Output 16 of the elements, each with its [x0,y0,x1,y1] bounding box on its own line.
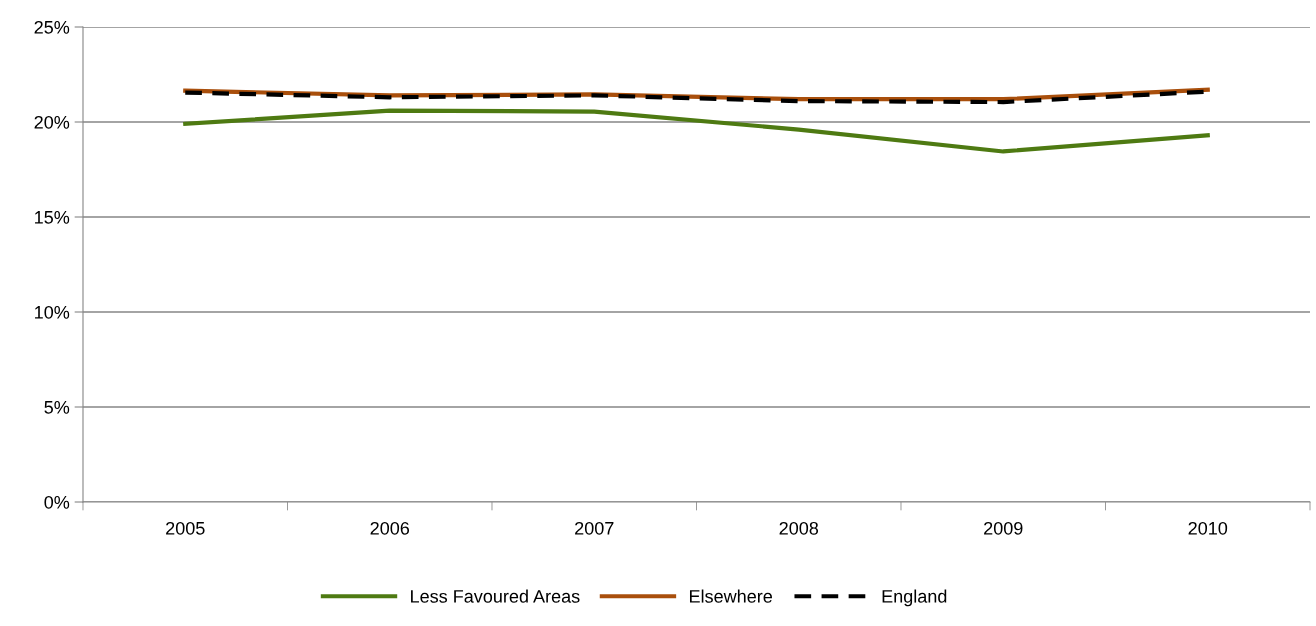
legend-label: England [882,589,947,607]
y-tick-label: 20% [34,115,70,129]
x-tick-label: 2008 [779,521,819,535]
legend-label: Less Favoured Areas [411,589,580,603]
x-tick-label: 2009 [984,521,1023,535]
line-series [183,108,1210,154]
legend-label: Elsewhere [689,589,773,603]
x-tick-label: 2006 [370,521,410,535]
x-tick-label: 2005 [166,521,205,535]
y-tick-label: 10% [35,305,70,319]
x-tick-label: 2010 [1188,521,1228,535]
y-tick-label: 25% [34,20,70,34]
x-tick-label: 2007 [575,521,614,535]
y-tick-label: 0% [44,495,70,509]
y-tick-label: 5% [44,401,70,414]
y-tick-label: 15% [35,211,70,224]
